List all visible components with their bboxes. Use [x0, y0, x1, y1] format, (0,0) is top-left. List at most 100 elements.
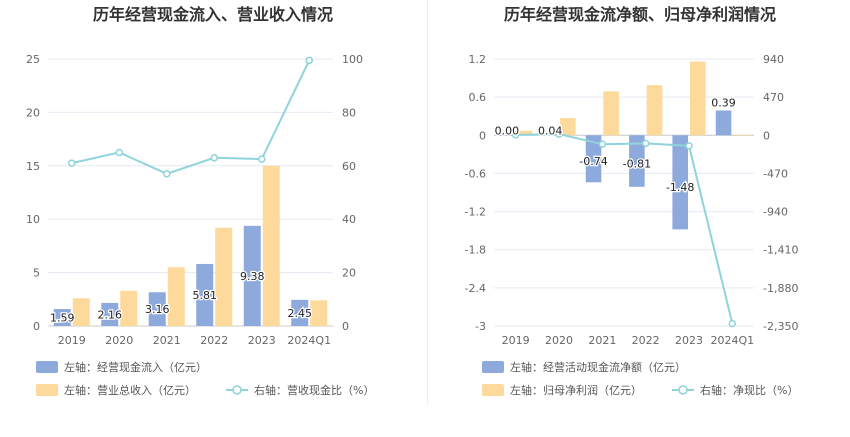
- right-axis-tick-label: 80: [342, 106, 356, 119]
- left-axis-tick-label: 25: [26, 53, 40, 66]
- data-label: 2.16: [98, 308, 123, 321]
- left-axis-tick-label: 10: [26, 213, 40, 226]
- left-axis-tick-label: -1.2: [465, 206, 486, 219]
- bar-series-1: [715, 110, 732, 136]
- right-axis-tick-label: 40: [342, 213, 356, 226]
- data-label: -1.48: [666, 181, 694, 194]
- legend-label: 右轴：净现比（%）: [700, 383, 798, 397]
- x-axis-tick-label: 2024Q1: [287, 334, 331, 347]
- line-point: [163, 170, 171, 178]
- bar-series-2: [72, 298, 90, 326]
- bar-series-1: [53, 309, 71, 326]
- right-axis-tick-label: 0: [763, 129, 770, 142]
- x-axis-tick-label: 2019: [58, 334, 86, 347]
- legend-swatch-marker: [678, 385, 688, 395]
- legend-swatch: [482, 361, 504, 373]
- bar-series-1: [148, 292, 166, 326]
- line-point: [115, 148, 123, 157]
- bar-series-1: [629, 135, 645, 187]
- bar-series-1: [585, 135, 602, 183]
- x-axis-tick-label: 2023: [248, 334, 276, 347]
- x-axis-tick-label: 2022: [632, 334, 660, 347]
- legend-label: 右轴：营收现金比（%）: [254, 383, 374, 397]
- legend-swatch: [482, 384, 504, 396]
- legend-label: 左轴：营业总收入（亿元）: [64, 383, 196, 397]
- right-axis-tick-label: 60: [342, 160, 356, 173]
- line-point: [511, 131, 520, 139]
- left-axis-tick-label: 0: [33, 320, 40, 333]
- data-label: -0.81: [623, 158, 651, 171]
- bar-series-2: [646, 85, 663, 136]
- data-label: -0.74: [579, 155, 607, 168]
- x-axis-tick-label: 2024Q1: [711, 334, 755, 347]
- data-label: 0.39: [711, 96, 736, 109]
- line-series-3: [515, 133, 734, 324]
- left-axis-tick-label: -2.4: [465, 282, 486, 295]
- line-point: [641, 139, 650, 148]
- data-label: 1.59: [50, 312, 75, 325]
- legend-label: 左轴：归母净利润（亿元）: [510, 383, 642, 397]
- line-series-3: [71, 59, 311, 175]
- bar-series-2: [262, 165, 280, 326]
- bar-series-2: [215, 227, 233, 326]
- right-axis-tick-label: -1,880: [763, 282, 798, 295]
- x-axis-tick-label: 2023: [675, 334, 703, 347]
- bar-series-1: [672, 135, 688, 230]
- bar-series-2: [733, 135, 749, 136]
- left-axis-tick-label: 0: [479, 129, 486, 142]
- line-point: [685, 142, 693, 150]
- data-label: 9.38: [240, 270, 265, 283]
- right-axis-tick-label: -1,410: [763, 244, 798, 257]
- x-axis-tick-label: 2019: [502, 334, 530, 347]
- bar-series-1: [101, 302, 119, 326]
- line-point: [210, 154, 218, 162]
- left-axis-tick-label: -1.8: [465, 244, 486, 257]
- x-axis-tick-label: 2021: [153, 334, 181, 347]
- data-label: 0.04: [538, 124, 563, 137]
- right-axis-tick-label: -470: [763, 167, 788, 180]
- data-label: 2.45: [288, 307, 313, 320]
- bar-series-1: [499, 135, 515, 136]
- bar-series-2: [690, 61, 706, 136]
- bar-series-2: [310, 300, 328, 326]
- left-axis-tick-label: 5: [33, 267, 40, 280]
- right-axis-tick-label: 0: [342, 320, 349, 333]
- data-label: 5.81: [193, 289, 218, 302]
- line-point: [555, 130, 563, 138]
- left-axis-tick-label: 15: [26, 160, 40, 173]
- legend-swatch: [36, 361, 58, 373]
- left-axis-tick-label: 0.6: [469, 91, 487, 104]
- left-axis-tick-label: 1.2: [469, 53, 487, 66]
- line-point: [305, 56, 313, 65]
- chart-panel-1: 历年经营现金流入、营业收入情况 0 5 10 15 20 25 0 20 40 60 80 100 201…: [26, 5, 374, 397]
- bar-series-2: [603, 91, 619, 136]
- legend-label: 左轴：经营现金流入（亿元）: [64, 360, 207, 374]
- right-axis-tick-label: -940: [763, 206, 788, 219]
- x-axis-tick-label: 2021: [588, 334, 616, 347]
- line-point: [728, 319, 737, 328]
- data-label: 0.00: [495, 124, 520, 137]
- left-axis-tick-label: 20: [26, 106, 40, 119]
- x-axis-tick-label: 2020: [545, 334, 573, 347]
- x-axis-tick-label: 2022: [200, 334, 228, 347]
- data-label: 3.16: [145, 303, 170, 316]
- right-axis-tick-label: 470: [763, 91, 784, 104]
- bar-series-1: [196, 263, 214, 326]
- bar-series-1: [291, 299, 309, 326]
- line-point: [68, 159, 76, 167]
- chart-title: 历年经营现金流入、营业收入情况: [93, 5, 333, 24]
- right-axis-tick-label: 20: [342, 267, 356, 280]
- bar-series-1: [243, 225, 261, 326]
- right-axis-tick-label: 100: [342, 53, 363, 66]
- legend-swatch: [36, 384, 58, 396]
- legend-swatch-marker: [232, 385, 242, 395]
- chart-title: 历年经营现金流净额、归母净利润情况: [504, 5, 776, 24]
- line-point: [258, 155, 266, 163]
- bar-series-2: [516, 130, 533, 136]
- line-point: [598, 140, 607, 148]
- bar-series-2: [120, 290, 138, 326]
- right-axis-tick-label: 940: [763, 53, 784, 66]
- left-axis-tick-label: -0.6: [465, 167, 486, 180]
